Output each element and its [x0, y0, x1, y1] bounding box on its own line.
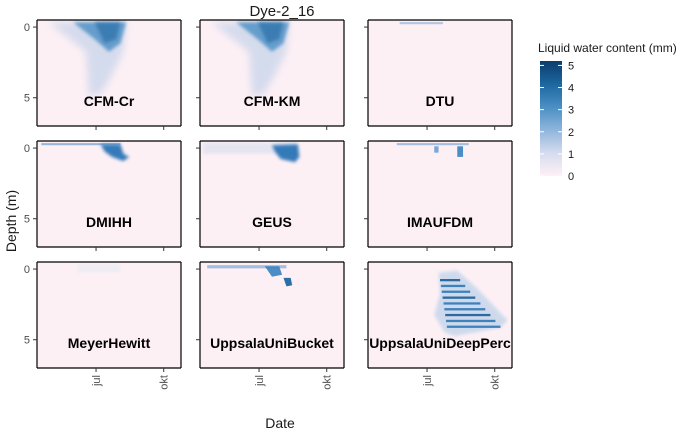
y-tick-label: 5 [24, 335, 30, 347]
panel-label: DTU [426, 93, 455, 109]
water-patch [77, 264, 121, 273]
chart-title: Dye-2_16 [249, 3, 314, 20]
water-band [446, 325, 501, 328]
water-patch [399, 22, 443, 25]
colorbar [540, 61, 562, 176]
y-axis-label: Depth (m) [3, 190, 19, 252]
water-patch [257, 22, 284, 44]
x-tick-label: okt [322, 375, 334, 390]
legend-title: Liquid water content (mm) [538, 41, 677, 55]
water-band [446, 319, 496, 323]
water-band [445, 313, 491, 317]
panel-dtu: DTU [364, 19, 513, 130]
water-patch [434, 146, 439, 153]
legend-tick-label: 5 [568, 60, 574, 72]
x-tick-label: jul [91, 375, 103, 387]
water-content-field [434, 270, 508, 337]
panel-geus: GEUS [196, 140, 345, 251]
panel-grid: 0 5 CFM-Cr CFM-KM DTU 0 5 DMIHH GEUS IMAUFDM 0 5 jul… [24, 19, 513, 390]
panel-background [37, 141, 181, 247]
water-patch [41, 143, 121, 146]
water-content-field [202, 143, 300, 163]
panel-background [368, 141, 512, 247]
x-tick-label: jul [254, 375, 266, 387]
water-patch [264, 266, 283, 277]
panel-label: CFM-Cr [84, 93, 135, 109]
legend-tick-label: 4 [568, 83, 574, 95]
panel-background [200, 262, 344, 368]
water-content-field [399, 22, 443, 25]
water-content-field [77, 264, 121, 273]
y-tick-label: 5 [24, 93, 30, 105]
legend-tick-label: 3 [568, 105, 574, 117]
panel-label: IMAUFDM [407, 214, 473, 230]
water-band [440, 279, 461, 282]
water-patch [272, 144, 300, 163]
y-tick-label: 0 [24, 143, 30, 155]
panel-label: GEUS [252, 214, 292, 230]
water-patch [396, 143, 469, 146]
water-patch [457, 146, 464, 157]
x-tick-label: jul [422, 375, 434, 387]
panel-label: MeyerHewitt [68, 335, 151, 351]
water-patch [100, 144, 130, 162]
x-axis-label: Date [265, 415, 295, 431]
panel-label: CFM-KM [244, 93, 301, 109]
water-patch [94, 22, 121, 44]
water-band [441, 290, 471, 293]
panel-background [368, 20, 512, 126]
y-tick-label: 0 [24, 22, 30, 34]
panel-background [200, 141, 344, 247]
water-patch [207, 265, 287, 269]
x-tick-label: okt [159, 375, 171, 390]
legend-tick-label: 0 [568, 171, 574, 183]
panel-label: DMIHH [86, 214, 132, 230]
water-content-field [211, 22, 290, 97]
water-band [440, 284, 466, 288]
water-band [442, 296, 476, 299]
panel-dmihh: 0 5 DMIHH [24, 140, 182, 251]
panel-label: UppsalaUniDeepPerc [369, 335, 511, 351]
panel-uppsalaunideepperc: jul okt UppsalaUniDeepPerc [364, 261, 513, 390]
water-band [443, 302, 481, 305]
legend-tick-label: 2 [568, 127, 574, 139]
panel-meyerhewitt: 0 5 jul okt MeyerHewitt [24, 261, 182, 390]
water-content-field [396, 143, 469, 157]
y-tick-label: 0 [24, 264, 30, 276]
legend-tick-label: 1 [568, 149, 574, 161]
water-band [444, 308, 486, 311]
panel-imaufdm: IMAUFDM [364, 140, 513, 251]
legend: Liquid water content (mm) 0 1 2 3 4 5 [538, 41, 677, 183]
panel-background [37, 262, 181, 368]
panel-cfm-cr: 0 5 CFM-Cr [24, 19, 182, 130]
water-content-field [41, 143, 130, 162]
water-patch [202, 143, 297, 154]
water-content-field [48, 22, 127, 97]
panel-label: UppsalaUniBucket [210, 335, 334, 351]
panel-cfm-km: CFM-KM [196, 19, 345, 130]
y-tick-label: 5 [24, 214, 30, 226]
panel-uppsalaunibucket: jul okt UppsalaUniBucket [196, 261, 345, 390]
x-tick-label: okt [490, 375, 502, 390]
